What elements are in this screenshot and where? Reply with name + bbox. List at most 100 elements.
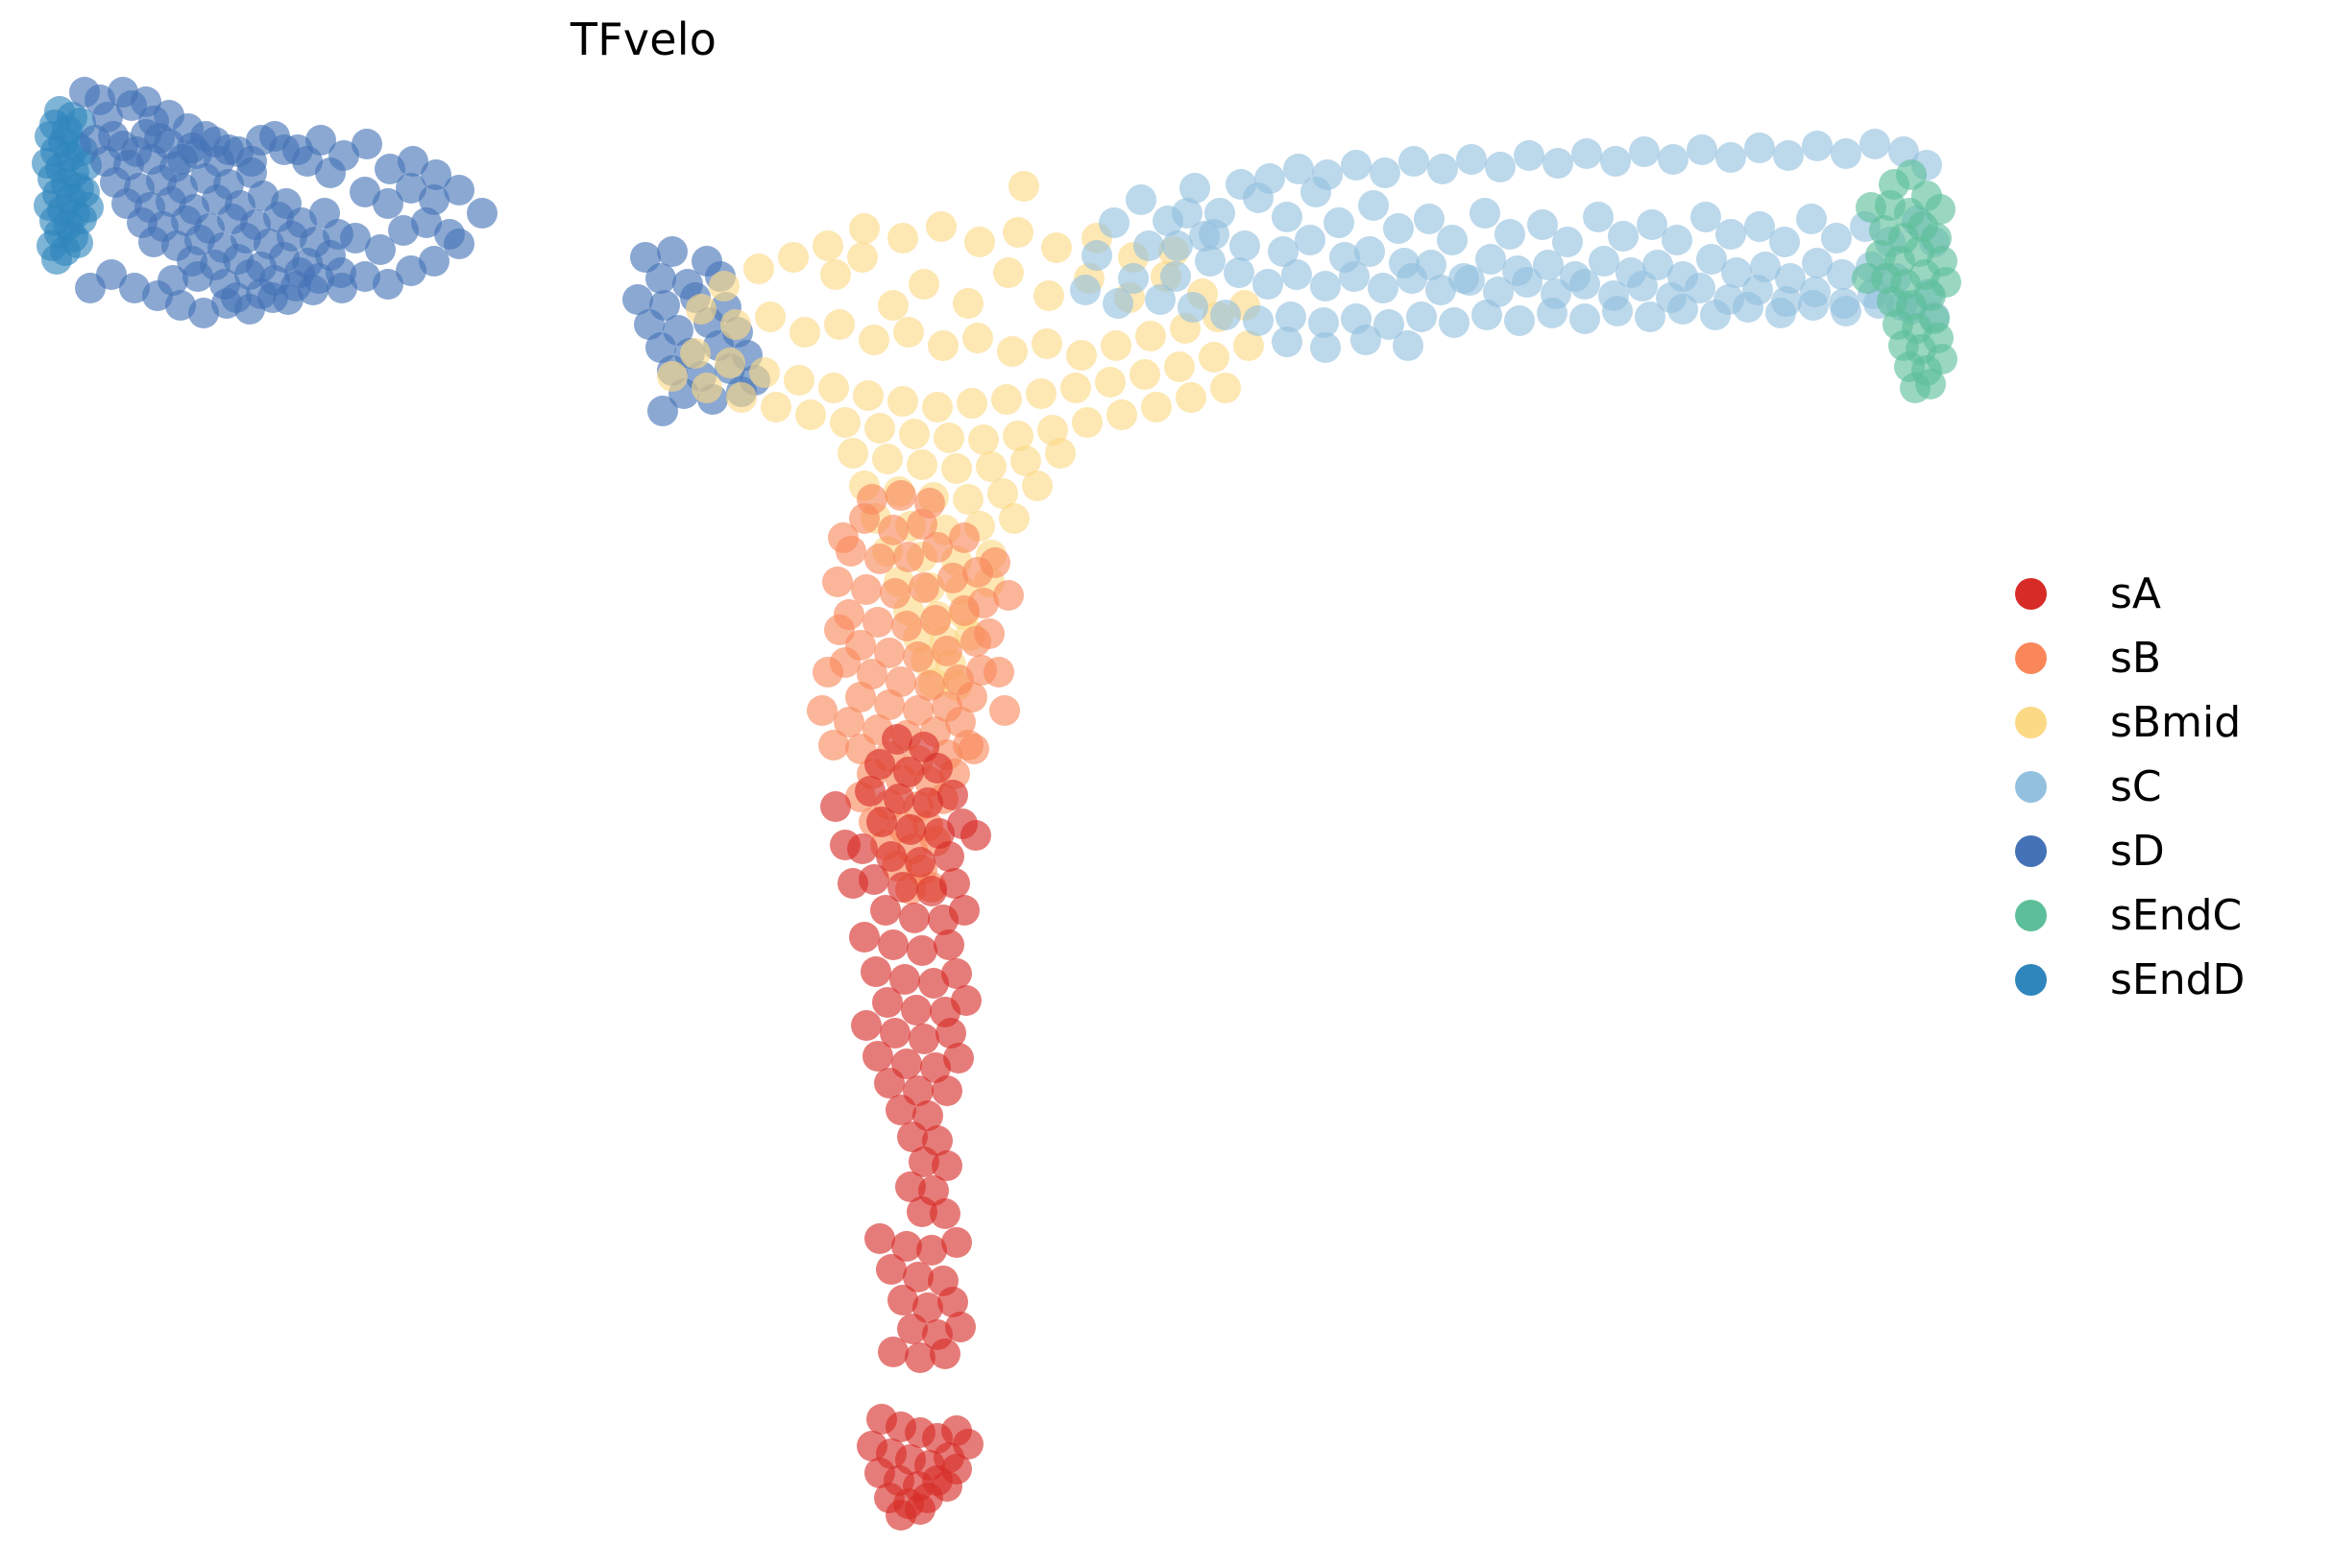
data-point xyxy=(912,1292,943,1323)
data-point xyxy=(396,255,426,286)
data-point xyxy=(824,615,855,645)
data-point xyxy=(1060,373,1091,403)
data-point xyxy=(1179,173,1210,204)
data-point xyxy=(1427,154,1458,184)
data-point xyxy=(962,557,993,588)
data-point xyxy=(912,1100,943,1131)
data-point xyxy=(932,1471,962,1502)
legend-swatch-icon xyxy=(2015,642,2047,674)
data-point xyxy=(939,868,970,899)
legend-item-sD[interactable]: sD xyxy=(2015,819,2322,883)
data-point xyxy=(976,451,1007,482)
legend-item-sEndD[interactable]: sEndD xyxy=(2015,948,2322,1012)
data-point xyxy=(922,532,953,563)
data-point xyxy=(1685,273,1715,303)
data-point xyxy=(882,724,912,755)
data-point xyxy=(778,242,809,273)
data-point xyxy=(851,574,882,605)
data-point xyxy=(830,407,861,438)
data-point xyxy=(398,146,428,177)
data-point xyxy=(1475,244,1506,275)
legend-swatch-icon xyxy=(2015,707,2047,738)
data-point xyxy=(937,563,968,593)
data-point xyxy=(720,309,751,340)
data-point xyxy=(1831,296,1861,326)
data-point xyxy=(1470,198,1500,229)
data-point xyxy=(943,1043,974,1073)
data-point xyxy=(1696,244,1727,275)
data-point xyxy=(861,956,891,987)
data-point xyxy=(305,125,336,156)
data-point xyxy=(1439,307,1470,338)
legend-swatch-icon xyxy=(2015,900,2047,931)
data-point xyxy=(1195,246,1226,277)
data-point xyxy=(893,317,924,348)
data-point xyxy=(820,791,851,822)
data-point xyxy=(1133,230,1164,261)
data-point xyxy=(259,121,290,152)
data-point xyxy=(874,1068,905,1098)
legend-item-sC[interactable]: sC xyxy=(2015,755,2322,819)
data-point xyxy=(953,288,984,319)
legend-item-sA[interactable]: sA xyxy=(2015,562,2322,626)
data-point xyxy=(352,129,382,159)
data-point xyxy=(878,290,909,321)
data-point xyxy=(1504,305,1535,336)
data-point xyxy=(857,484,887,515)
data-point xyxy=(1921,223,1952,253)
data-point xyxy=(1454,265,1485,296)
data-point xyxy=(1852,263,1883,294)
data-point xyxy=(920,1052,951,1083)
data-point xyxy=(941,453,972,484)
data-point xyxy=(340,223,371,253)
data-point xyxy=(761,392,791,422)
data-point xyxy=(924,818,955,849)
data-point xyxy=(1199,342,1229,373)
data-point xyxy=(872,987,903,1018)
data-point xyxy=(899,903,930,933)
data-point xyxy=(1081,240,1112,271)
data-point xyxy=(236,146,267,177)
data-point xyxy=(692,373,722,403)
legend-item-sBmid[interactable]: sBmid xyxy=(2015,690,2322,755)
data-point xyxy=(897,1122,928,1152)
data-point xyxy=(645,263,676,294)
data-point xyxy=(884,784,914,814)
data-point xyxy=(880,1018,911,1049)
data-point xyxy=(957,388,987,419)
data-point xyxy=(1527,209,1558,240)
data-point xyxy=(878,929,909,960)
data-point xyxy=(1658,144,1688,175)
data-point xyxy=(932,1150,962,1181)
data-point xyxy=(726,382,757,413)
data-point xyxy=(62,228,93,258)
data-point xyxy=(1600,146,1631,177)
data-point xyxy=(1272,326,1302,357)
data-point xyxy=(365,234,396,265)
legend-item-sB[interactable]: sB xyxy=(2015,626,2322,690)
data-point xyxy=(864,1223,895,1254)
data-point xyxy=(820,259,851,290)
data-point xyxy=(444,229,474,259)
legend-item-label: sEndC xyxy=(2110,890,2243,940)
data-point xyxy=(951,985,982,1016)
data-point xyxy=(878,1337,909,1367)
data-point xyxy=(957,682,987,712)
data-point xyxy=(1141,392,1172,422)
data-point xyxy=(350,261,380,292)
data-points-layer xyxy=(32,77,1961,1531)
data-point xyxy=(75,273,106,303)
data-point xyxy=(887,1285,918,1315)
data-point xyxy=(1821,223,1852,253)
data-point xyxy=(1514,140,1544,171)
legend-item-sEndC[interactable]: sEndC xyxy=(2015,883,2322,948)
data-point xyxy=(373,188,403,219)
data-point xyxy=(1827,259,1858,290)
data-point xyxy=(864,413,895,444)
data-point xyxy=(234,294,265,325)
data-point xyxy=(190,121,221,152)
data-point xyxy=(932,636,962,666)
data-point xyxy=(755,302,786,332)
data-point xyxy=(886,1095,916,1125)
data-point xyxy=(949,895,980,926)
